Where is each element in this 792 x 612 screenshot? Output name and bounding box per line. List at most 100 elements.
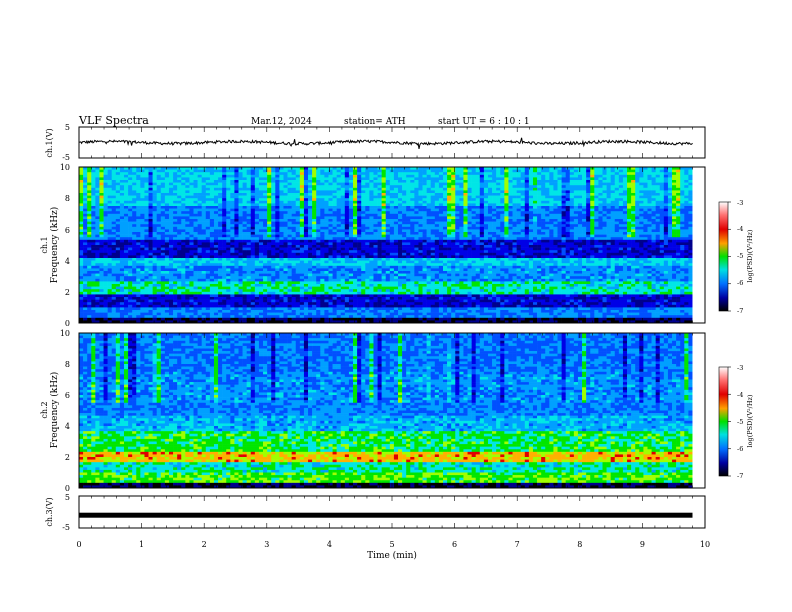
spectrogram-cell <box>95 203 100 207</box>
spectrogram-cell <box>128 310 133 313</box>
spectrogram-cell <box>369 234 374 238</box>
spectrogram-cell <box>140 177 145 181</box>
spectrogram-cell <box>79 224 84 228</box>
spectrogram-cell <box>160 177 166 181</box>
spectrogram-cell <box>332 195 337 199</box>
spectrogram-cell <box>197 276 202 280</box>
spectrogram-cell <box>258 174 264 178</box>
spectrogram-cell <box>287 268 292 272</box>
spectrogram-cell <box>230 284 235 287</box>
spectrogram-cell <box>111 185 117 189</box>
spectrogram-cell <box>398 239 403 243</box>
spectrogram-cell <box>402 304 407 308</box>
spectrogram-cell <box>361 297 366 300</box>
spectrogram-cell <box>279 221 284 225</box>
spectrogram-cell <box>156 182 162 186</box>
spectrogram-cell <box>332 234 337 238</box>
spectrogram-cell <box>201 315 207 319</box>
spectrogram-cell <box>393 234 399 238</box>
spectrogram-cell <box>271 250 276 254</box>
spectrogram-cell <box>197 232 202 235</box>
spectrogram-cell <box>398 219 403 222</box>
spectrogram-cell <box>402 245 407 248</box>
spectrogram-cell <box>324 278 329 282</box>
spectrogram-cell <box>385 284 391 287</box>
spectrogram-cell <box>369 193 374 196</box>
spectrogram-cell <box>324 180 329 183</box>
spectrogram-cell <box>168 190 174 194</box>
spectrogram-cell <box>238 294 243 298</box>
spectrogram-cell <box>246 265 252 269</box>
spectrogram-cell <box>320 271 325 274</box>
spectrogram-cell <box>312 286 317 290</box>
spectrogram-cell <box>402 219 407 222</box>
spectrogram-cell <box>373 312 378 316</box>
spectrogram-cell <box>303 203 309 207</box>
spectrogram-cell <box>95 317 100 321</box>
spectrogram-cell <box>312 200 317 204</box>
spectrogram-cell <box>377 286 382 290</box>
spectrogram-cell <box>189 180 194 183</box>
spectrogram-cell <box>303 250 309 254</box>
spectrogram-cell <box>160 219 166 222</box>
spectrogram-cell <box>271 237 276 241</box>
spectrogram-cell <box>189 273 194 277</box>
spectrogram-cell <box>316 297 321 300</box>
spectrogram-cell <box>295 258 301 261</box>
spectrogram-cell <box>295 297 301 300</box>
spectrogram-cell <box>377 250 382 254</box>
spectrogram-cell <box>389 260 395 264</box>
spectrogram-cell <box>115 297 121 300</box>
spectrogram-cell <box>320 198 325 202</box>
spectrogram-cell <box>164 180 170 183</box>
spectrogram-cell <box>271 242 276 246</box>
spectrogram-cell <box>209 211 215 215</box>
spectrogram-cell <box>103 302 108 306</box>
spectrogram-cell <box>263 195 268 199</box>
spectrogram-cell <box>173 278 178 282</box>
spectrogram-cell <box>136 180 141 183</box>
spectrogram-cell <box>373 317 378 321</box>
spectrogram-cell <box>381 247 387 251</box>
spectrogram-cell <box>144 190 149 194</box>
spectrogram-cell <box>156 291 162 295</box>
spectrogram-cell <box>287 255 292 259</box>
spectrogram-cell <box>320 258 325 261</box>
spectrogram-cell <box>213 291 219 295</box>
spectrogram-cell <box>373 263 378 267</box>
spectrogram-cell <box>295 268 301 272</box>
spectrogram-cell <box>377 304 382 308</box>
spectrogram-cell <box>136 260 141 264</box>
spectrogram-cell <box>111 190 117 194</box>
spectrogram-cell <box>361 182 366 186</box>
spectrogram-cell <box>136 271 141 274</box>
spectrogram-cell <box>79 213 84 217</box>
spectrogram-cell <box>205 255 211 259</box>
spectrogram-cell <box>99 284 104 287</box>
spectrogram-cell <box>181 252 186 256</box>
spectrogram-cell <box>173 271 178 274</box>
spectrogram-cell <box>275 304 280 308</box>
spectrogram-cell <box>119 195 125 199</box>
spectrogram-cell <box>328 250 333 254</box>
spectrogram-cell <box>91 200 96 204</box>
spectrogram-cell <box>361 221 366 225</box>
spectrogram-cell <box>242 193 247 196</box>
spectrogram-cell <box>164 182 170 186</box>
spectrogram-cell <box>160 260 166 264</box>
spectrogram-cell <box>308 271 313 274</box>
spectrogram-cell <box>271 307 276 311</box>
spectrogram-cell <box>385 237 391 241</box>
spectrogram-cell <box>340 180 346 183</box>
spectrogram-cell <box>377 247 382 251</box>
spectrogram-cell <box>136 304 141 308</box>
spectrogram-cell <box>381 206 387 209</box>
spectrogram-cell <box>275 255 280 259</box>
spectrogram-cell <box>136 310 141 313</box>
spectrogram-cell <box>312 172 317 176</box>
spectrogram-cell <box>381 242 387 246</box>
spectrogram-cell <box>373 182 378 186</box>
spectrogram-cell <box>99 200 104 204</box>
spectrogram-cell <box>103 172 108 176</box>
spectrogram-cell <box>152 219 158 222</box>
